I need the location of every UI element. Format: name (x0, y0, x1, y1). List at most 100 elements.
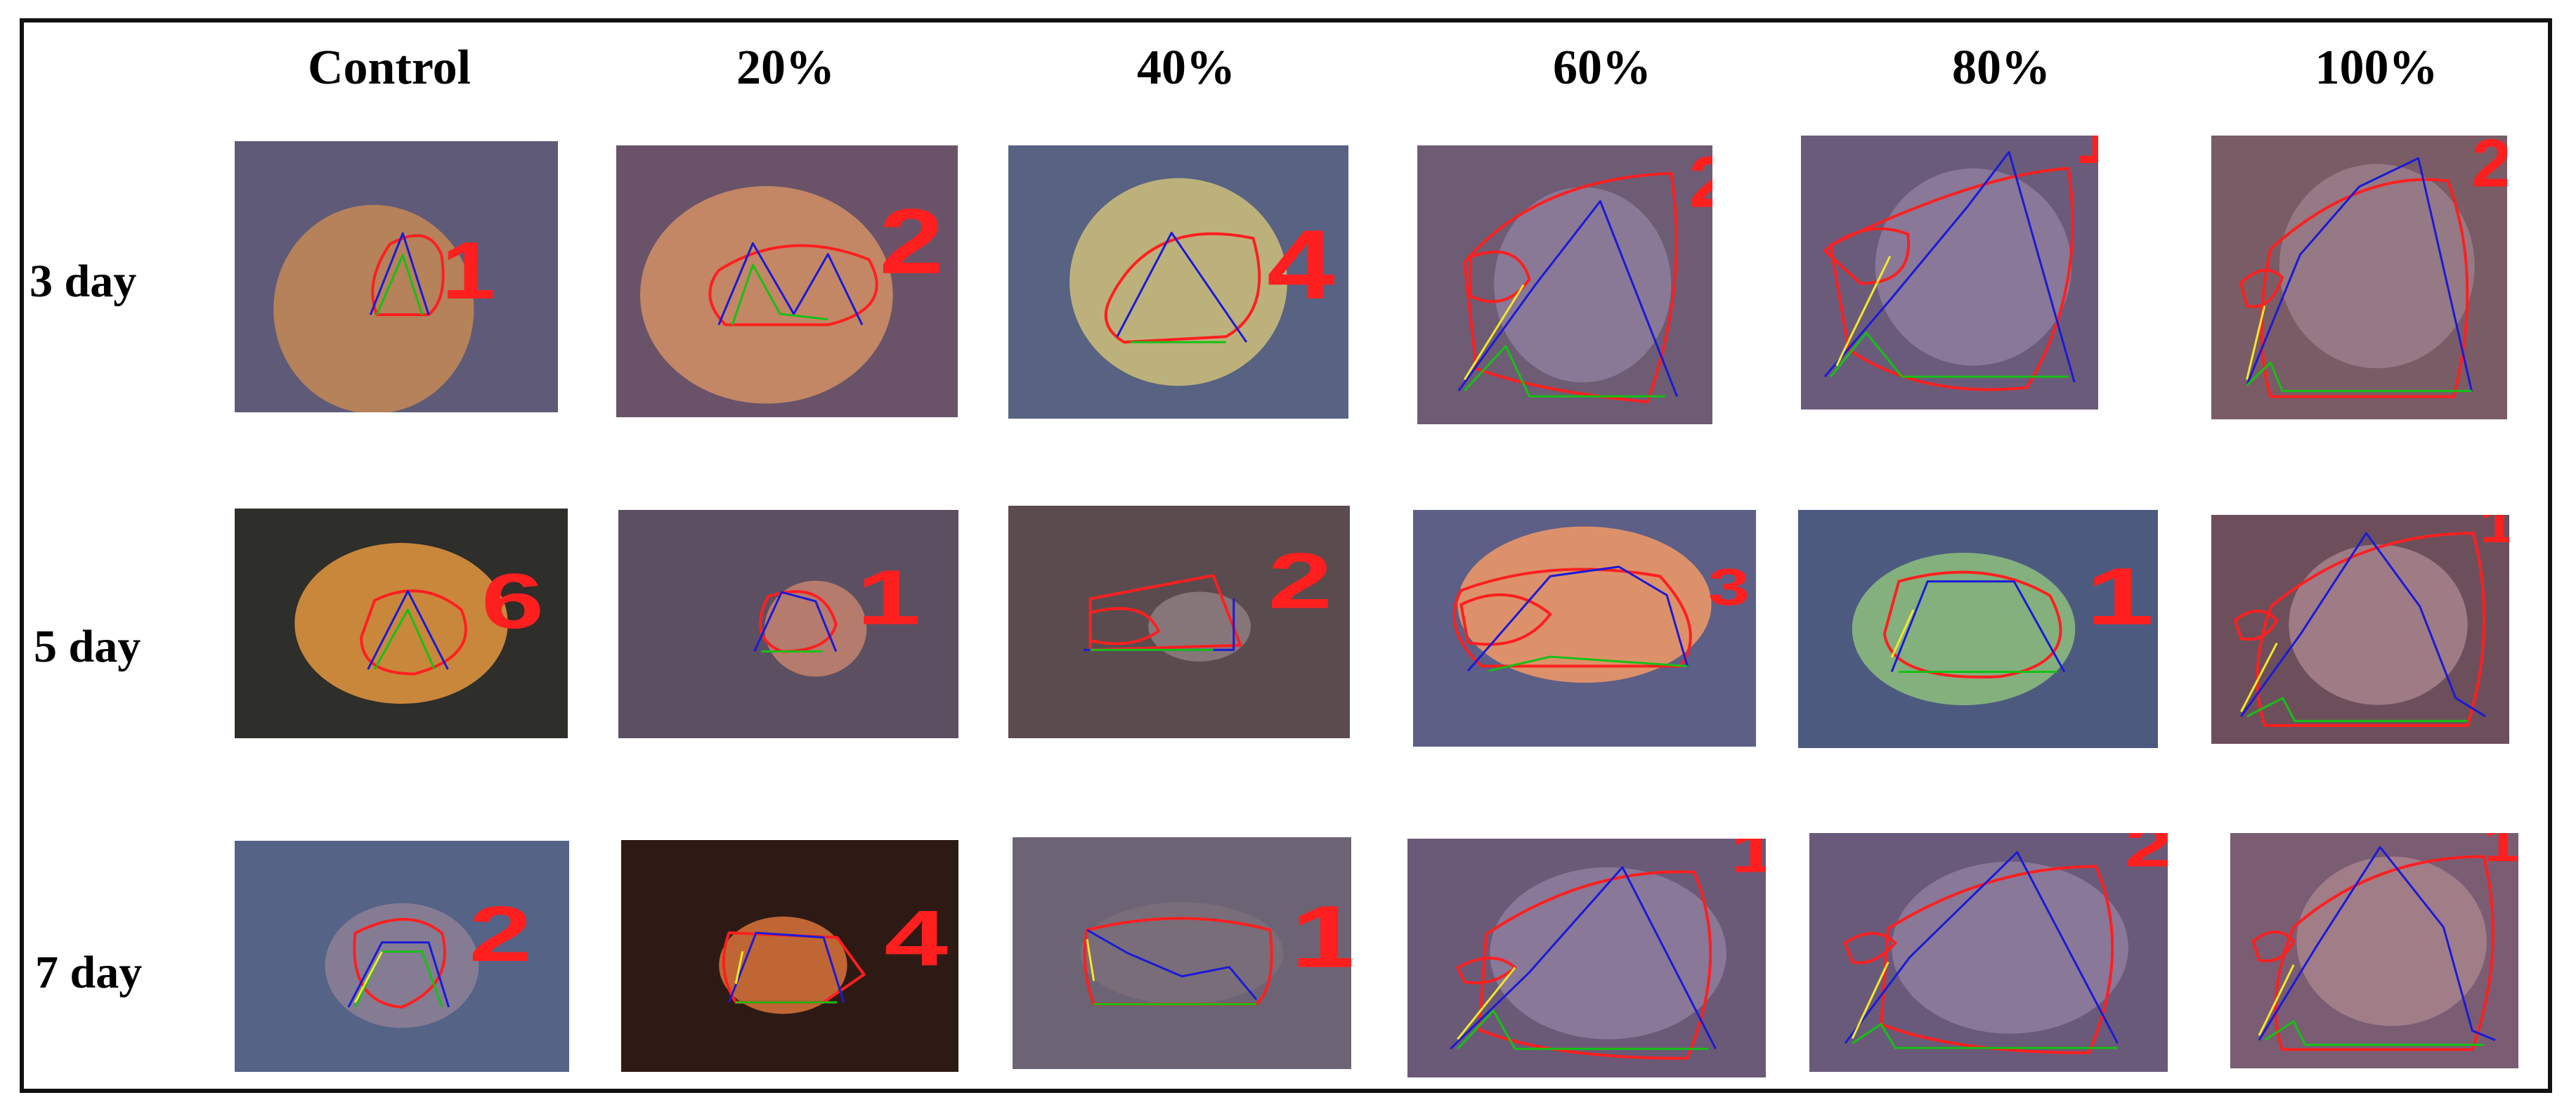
overlay-svg: 2 (1417, 145, 1712, 424)
column-header-20-percent: 20% (736, 41, 835, 95)
image-tile: 1 (618, 510, 958, 738)
profile-line (370, 233, 429, 315)
baseline-line (375, 610, 434, 669)
image-tile: 4 (621, 840, 958, 1072)
edge-line (1457, 968, 1515, 1040)
specimen-blob (325, 903, 479, 1028)
specimen-blob (1494, 187, 1672, 383)
overlay-svg: 1 (273, 204, 495, 412)
overlay-svg: 2 (325, 891, 532, 1028)
profile-line (1087, 930, 1256, 1000)
region-count-label: 3 (1708, 557, 1750, 616)
overlay-svg: 2 (1809, 833, 2168, 1072)
baseline-line (1852, 1024, 2117, 1048)
overlay-svg: 2 (2211, 136, 2507, 419)
profile-line (1845, 852, 2118, 1043)
image-tile: 2 (1809, 833, 2168, 1072)
profile-line (1892, 582, 2064, 672)
row-label-7-day: 7 day (35, 947, 143, 998)
overlay-svg: 1 (2230, 833, 2518, 1068)
profile-line (1825, 152, 2074, 382)
baseline-line (732, 265, 828, 325)
region-count-label: 1 (2074, 136, 2098, 178)
baseline-line (2247, 362, 2472, 391)
region-count-label: 4 (1267, 210, 1335, 320)
region-count-label: 4 (884, 893, 948, 982)
profile-line (719, 243, 862, 325)
image-tile: 1 (1407, 839, 1766, 1077)
contour-outline (1106, 234, 1259, 342)
profile-line (1468, 567, 1687, 671)
baseline-line (1488, 657, 1687, 671)
contour-outline (2241, 180, 2467, 397)
region-count-label: 1 (2086, 551, 2154, 642)
region-count-label: 1 (2480, 515, 2509, 553)
overlay-svg: 1 (1013, 888, 1351, 1069)
edge-line (1087, 939, 1094, 981)
specimen-blob (1875, 168, 2071, 366)
specimen-blob (2279, 164, 2475, 369)
contour-outline (372, 235, 443, 315)
profile-line (2241, 533, 2485, 716)
image-tile: 1 (2230, 833, 2518, 1068)
specimen-blob (1148, 591, 1251, 662)
region-count-label: 1 (1730, 839, 1766, 885)
profile-line (368, 591, 448, 669)
contour-outline (1885, 572, 2061, 677)
edge-line (1837, 256, 1890, 366)
overlay-svg: 1 (1852, 551, 2154, 705)
contour-outline (1845, 867, 2112, 1053)
specimen-blob (2289, 544, 2468, 705)
profile-line (1117, 232, 1247, 342)
baseline-line (1464, 346, 1665, 396)
contour-outline (1091, 575, 1241, 650)
row-label-3-day: 3 day (30, 256, 137, 307)
baseline-line (1830, 333, 2068, 376)
overlay-svg: 1 (1407, 839, 1766, 1077)
overlay-svg: 4 (1069, 178, 1335, 386)
region-count-label: 2 (2125, 833, 2168, 879)
profile-line (349, 943, 449, 1007)
row-label-5-day: 5 day (34, 621, 141, 672)
edge-line (2247, 306, 2265, 379)
overlay-svg: 2 (640, 186, 944, 404)
image-tile: 1 (1798, 510, 2158, 748)
edge-line (355, 952, 382, 1002)
region-count-label: 1 (1290, 888, 1351, 986)
specimen-blob (1892, 861, 2128, 1034)
column-header-80-percent: 80% (1952, 41, 2050, 95)
profile-line (2247, 158, 2472, 391)
image-tile: 1 (1013, 837, 1351, 1069)
edge-line (2241, 643, 2277, 712)
image-tile: 2 (235, 841, 569, 1072)
image-tile: 2 (1417, 145, 1712, 424)
profile-line (2259, 847, 2495, 1040)
region-count-label: 2 (1689, 145, 1712, 223)
edge-line (1464, 285, 1523, 380)
image-tile: 4 (1008, 145, 1348, 419)
region-count-label: 1 (2484, 833, 2518, 872)
region-count-label: 6 (481, 558, 545, 645)
baseline-line (2247, 698, 2468, 721)
profile-line (1459, 201, 1677, 396)
contour-outline (710, 246, 876, 325)
region-count-label: 2 (1268, 537, 1332, 625)
overlay-svg: 1 (1801, 136, 2098, 409)
specimen-blob (1457, 526, 1712, 683)
overlay-svg: 6 (294, 543, 545, 704)
specimen-blob (640, 186, 893, 404)
image-tile: 1 (235, 141, 558, 412)
contour-outline (1825, 169, 2073, 390)
specimen-blob (1490, 867, 1726, 1040)
specimen-blob (1069, 178, 1287, 386)
baseline-line (377, 255, 422, 315)
column-header-60-percent: 60% (1553, 41, 1651, 95)
baseline-line (1457, 1011, 1708, 1049)
contour-outline (361, 591, 466, 674)
profile-line (755, 592, 836, 652)
overlay-svg: 2 (1008, 537, 1332, 662)
column-header-40-percent: 40% (1137, 41, 1235, 95)
region-count-label: 2 (2471, 136, 2507, 201)
overlay-svg: 3 (1413, 526, 1750, 683)
contour-outline (1085, 919, 1272, 1004)
